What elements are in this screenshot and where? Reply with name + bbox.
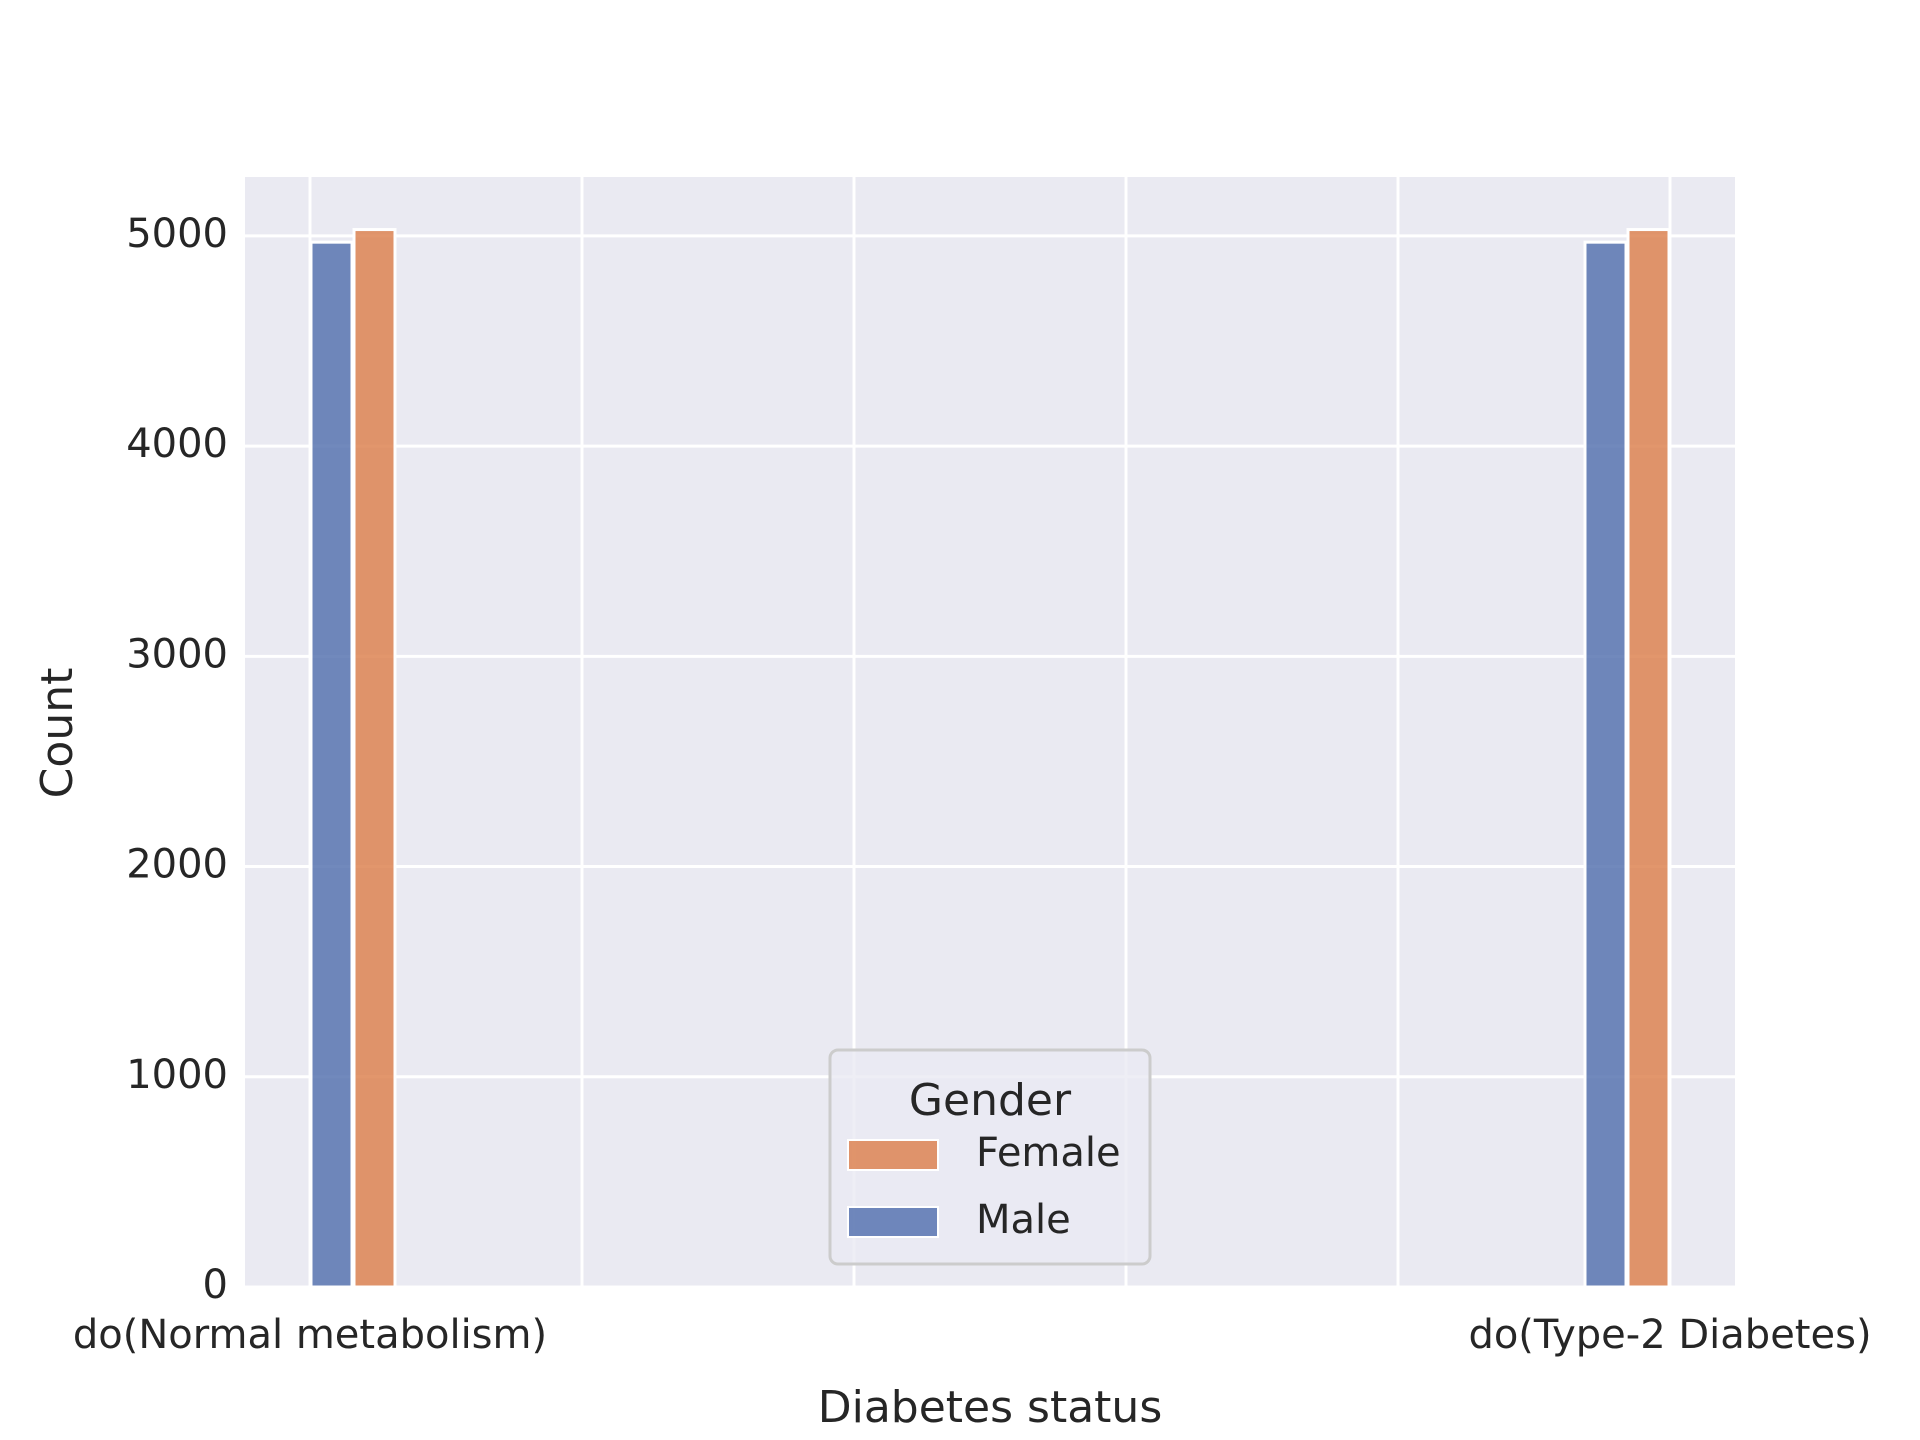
y-tick-label: 0	[203, 1262, 228, 1308]
x-axis-label: Diabetes status	[818, 1382, 1163, 1433]
x-tick-label: do(Type-2 Diabetes)	[1468, 1312, 1871, 1358]
y-tick-labels: 0 1000 2000 3000 4000 5000	[126, 211, 228, 1308]
bar-male-1	[309, 240, 354, 1289]
y-axis-label: Count	[32, 668, 83, 799]
x-tick-label: do(Normal metabolism)	[73, 1312, 547, 1358]
bar-male-2	[1583, 240, 1628, 1289]
bars	[309, 228, 1671, 1289]
legend-label-female: Female	[976, 1130, 1121, 1176]
x-tick-labels: do(Normal metabolism) do(Type-2 Diabetes)	[73, 1312, 1872, 1358]
legend-title: Gender	[909, 1075, 1072, 1126]
y-tick-label: 1000	[126, 1052, 228, 1098]
bar-female-2	[1626, 228, 1671, 1289]
y-tick-label: 3000	[126, 631, 228, 677]
legend-swatch-female	[847, 1139, 939, 1171]
bar-female-1	[352, 228, 397, 1289]
legend-entries: Female Male	[847, 1130, 1121, 1243]
legend-swatch-male	[847, 1206, 939, 1238]
y-tick-label: 4000	[126, 421, 228, 467]
legend: Gender Female Male	[828, 1048, 1152, 1266]
legend-label-male: Male	[976, 1197, 1071, 1243]
y-tick-label: 2000	[126, 842, 228, 888]
y-tick-label: 5000	[126, 211, 228, 257]
